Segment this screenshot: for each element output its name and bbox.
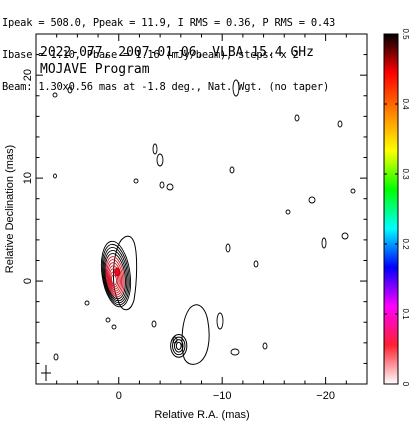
contour-line <box>102 246 129 304</box>
contour-line <box>107 262 123 294</box>
contour-line <box>105 256 125 298</box>
plot-frame <box>35 33 368 385</box>
contour-line <box>350 188 356 194</box>
contour-line <box>173 339 184 353</box>
contour-line <box>108 265 121 292</box>
contour-line <box>114 267 121 277</box>
contour-line <box>110 271 119 288</box>
contour-line <box>321 237 327 249</box>
contour-line <box>103 250 128 302</box>
contour-line <box>106 259 124 296</box>
colorbar-tick-label: 0.2 <box>401 238 409 250</box>
colorbar-labels: 0 0.1 0.2 0.3 0.4 0.5 <box>384 28 409 387</box>
contour-line <box>285 209 291 215</box>
header-line-2: Ibase = 1.10, Pbase = 1.16 (mJy/beam), s… <box>2 49 299 61</box>
contour-line <box>113 235 138 311</box>
contour-line <box>337 120 343 128</box>
contour-line <box>170 333 188 358</box>
x-tick-label: 0 <box>116 390 122 402</box>
contour-line <box>294 114 300 122</box>
contour-line <box>229 166 235 174</box>
contour-line <box>156 153 164 167</box>
colorbar-tick-label: 0.4 <box>401 98 409 110</box>
y-axis-label: Relative Declination (mas) <box>4 145 16 273</box>
contour-line <box>230 348 240 356</box>
contour-line <box>109 268 120 290</box>
contour-line <box>104 253 126 300</box>
contour-line <box>133 178 139 184</box>
x-tick-label: −10 <box>213 390 232 402</box>
contour-line <box>84 300 90 306</box>
header-line-1: Ipeak = 508.0, Ppeak = 11.9, I RMS = 0.3… <box>2 18 336 29</box>
contours <box>52 79 356 365</box>
contour-line <box>111 274 117 286</box>
contour-line <box>100 240 132 308</box>
x-axis-label: Relative R.A. (mas) <box>154 409 249 421</box>
contour-line <box>253 260 259 268</box>
contour-line <box>308 196 316 204</box>
map-header: Ipeak = 508.0, Ppeak = 11.9, I RMS = 0.3… <box>2 0 407 103</box>
contour-line <box>232 79 240 97</box>
contour-line <box>53 173 57 179</box>
colorbar <box>383 33 399 385</box>
map-title: 2022-077, 2007-01-06, VLBA 15.4 GHz <box>40 45 314 60</box>
colorbar-tick-label: 0.1 <box>401 308 409 320</box>
x-tick-label: −20 <box>316 390 335 402</box>
y-tick-label: 0 <box>22 278 34 284</box>
contour-line <box>172 336 178 344</box>
tick-labels: 0 −10 −20 0 10 20 <box>22 69 335 402</box>
contour-line <box>166 183 174 191</box>
contour-line <box>175 341 182 350</box>
contour-line <box>216 312 224 330</box>
colorbar-tick-label: 0.5 <box>401 28 409 40</box>
contour-line <box>159 181 165 189</box>
contour-line <box>172 336 186 356</box>
y-tick-label: 20 <box>22 69 34 81</box>
contour-line <box>52 92 58 98</box>
y-tick-label: 10 <box>22 172 34 184</box>
header-line-3: Beam: 1.30x0.56 mas at -1.8 deg., Nat. W… <box>2 81 330 93</box>
contour-line <box>53 353 59 361</box>
contour-line <box>67 86 73 94</box>
contour-line <box>341 232 349 240</box>
contour-line <box>262 342 268 350</box>
contour-line <box>105 317 111 323</box>
axis-ticks <box>35 33 368 385</box>
contour-line <box>111 324 117 330</box>
colorbar-tick-label: 0 <box>401 382 409 387</box>
contour-line <box>101 243 130 306</box>
contour-line <box>225 243 231 253</box>
contour-line <box>181 304 210 365</box>
map-subtitle: MOJAVE Program <box>40 62 150 77</box>
contour-line <box>151 320 157 328</box>
contour-line <box>152 143 158 155</box>
colorbar-tick-label: 0.3 <box>401 168 409 180</box>
